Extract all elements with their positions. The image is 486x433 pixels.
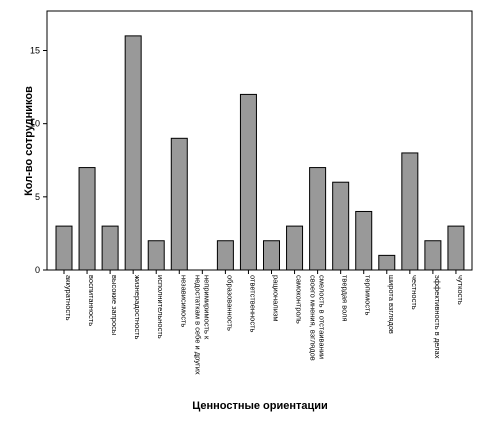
- x-tick-label-line: эффективность в делах: [433, 275, 442, 359]
- bar: [101, 225, 119, 271]
- x-tick-label-line: смелость в отстаивании: [318, 275, 327, 359]
- x-tick-label: воспитанность: [87, 275, 96, 326]
- bar: [286, 225, 304, 271]
- x-tick-label: самоконтроль: [295, 275, 304, 324]
- x-tick-label: жизнерадостность: [133, 275, 142, 340]
- bar: [147, 240, 165, 271]
- bar: [239, 93, 257, 271]
- x-tick-label: честность: [410, 275, 419, 310]
- y-tick-label: 0: [35, 265, 40, 275]
- x-tick-label: высокие запросы: [110, 275, 119, 335]
- x-axis-title: Ценностные ориентации: [192, 400, 328, 412]
- x-tick-label: твердая воля: [341, 275, 350, 322]
- x-tick-label-line: широта взглядов: [387, 275, 396, 334]
- x-tick-label-line: образованность: [225, 275, 234, 331]
- y-tick-label: 15: [30, 46, 40, 56]
- bar: [332, 181, 350, 271]
- x-tick-label: смелость в отстаиваниисвоего мнения, взг…: [309, 275, 327, 361]
- x-tick-label-line: высокие запросы: [110, 275, 119, 335]
- x-tick-label: эффективность в делах: [433, 275, 442, 359]
- bar: [447, 225, 465, 271]
- bar: [124, 35, 142, 271]
- y-tick-label: 10: [30, 119, 40, 129]
- y-axis-title: Кол-во сотрудников: [23, 86, 35, 196]
- x-tick-label-line: исполнительность: [156, 275, 165, 339]
- bar: [55, 225, 73, 271]
- x-tick-label: широта взглядов: [387, 275, 396, 334]
- x-tick-label: рационализм: [272, 275, 281, 321]
- bar: [263, 240, 280, 271]
- bar: [355, 210, 373, 271]
- x-tick-label-line: рационализм: [272, 275, 281, 321]
- x-tick-label-line: недостаткам в себе и других: [193, 275, 202, 375]
- x-tick-label-line: честность: [410, 275, 419, 310]
- x-tick-label: образованность: [225, 275, 234, 331]
- x-tick-label-line: терпимость: [364, 275, 373, 315]
- x-tick-label-line: аккуратность: [64, 275, 73, 321]
- bar: [216, 240, 234, 271]
- x-tick-label-line: независимость: [179, 275, 188, 327]
- x-tick-label-line: самоконтроль: [295, 275, 304, 324]
- bar: [170, 137, 188, 271]
- x-tick-label: ответственность: [248, 275, 257, 333]
- x-tick-label-line: чуткость: [456, 275, 465, 305]
- bar: [424, 240, 442, 271]
- bar: [378, 254, 396, 271]
- x-tick-label: терпимость: [364, 275, 373, 315]
- x-tick-label-line: воспитанность: [87, 275, 96, 326]
- x-tick-label: исполнительность: [156, 275, 165, 339]
- x-tick-label-line: своего мнения, взглядов: [309, 275, 318, 361]
- y-axis: 0 5 10 15: [30, 46, 47, 275]
- bar: [78, 167, 96, 271]
- y-tick-label: 5: [35, 192, 40, 202]
- x-tick-label: независимость: [179, 275, 188, 327]
- x-tick-label: чуткость: [456, 275, 465, 305]
- x-tick-label-line: непримиримость к: [202, 275, 211, 340]
- bar: [309, 167, 327, 271]
- x-tick-label: непримиримость кнедостаткам в себе и дру…: [193, 275, 211, 375]
- x-tick-label: аккуратность: [64, 275, 73, 321]
- x-axis: аккуратность воспитанность высокие запросы…: [63, 270, 465, 375]
- x-tick-label-line: ответственность: [248, 275, 257, 333]
- x-tick-label-line: жизнерадостность: [133, 275, 142, 340]
- bar: [401, 152, 419, 271]
- bars-group: [55, 35, 465, 271]
- x-tick-label-line: твердая воля: [341, 275, 350, 322]
